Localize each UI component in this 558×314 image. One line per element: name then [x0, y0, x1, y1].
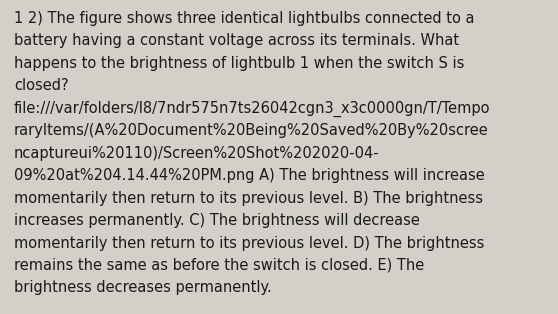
- Text: file:///var/folders/l8/7ndr575n7ts26042cgn3_x3c0000gn/T/Tempo: file:///var/folders/l8/7ndr575n7ts26042c…: [14, 101, 490, 117]
- Text: momentarily then return to its previous level. B) The brightness: momentarily then return to its previous …: [14, 191, 483, 206]
- Text: battery having a constant voltage across its terminals. What: battery having a constant voltage across…: [14, 34, 459, 48]
- Text: raryItems/(A%20Document%20Being%20Saved%20By%20scree: raryItems/(A%20Document%20Being%20Saved%…: [14, 123, 489, 138]
- Text: momentarily then return to its previous level. D) The brightness: momentarily then return to its previous …: [14, 236, 484, 251]
- Text: increases permanently. C) The brightness will decrease: increases permanently. C) The brightness…: [14, 213, 420, 228]
- Text: closed?: closed?: [14, 78, 69, 93]
- Text: 09%20at%204.14.44%20PM.png A) The brightness will increase: 09%20at%204.14.44%20PM.png A) The bright…: [14, 168, 485, 183]
- Text: brightness decreases permanently.: brightness decreases permanently.: [14, 280, 272, 295]
- Text: 1 2) The figure shows three identical lightbulbs connected to a: 1 2) The figure shows three identical li…: [14, 11, 474, 26]
- Text: ncaptureui%20110)/Screen%20Shot%202020-04-: ncaptureui%20110)/Screen%20Shot%202020-0…: [14, 146, 379, 161]
- Text: remains the same as before the switch is closed. E) The: remains the same as before the switch is…: [14, 258, 424, 273]
- Text: happens to the brightness of lightbulb 1 when the switch S is: happens to the brightness of lightbulb 1…: [14, 56, 464, 71]
